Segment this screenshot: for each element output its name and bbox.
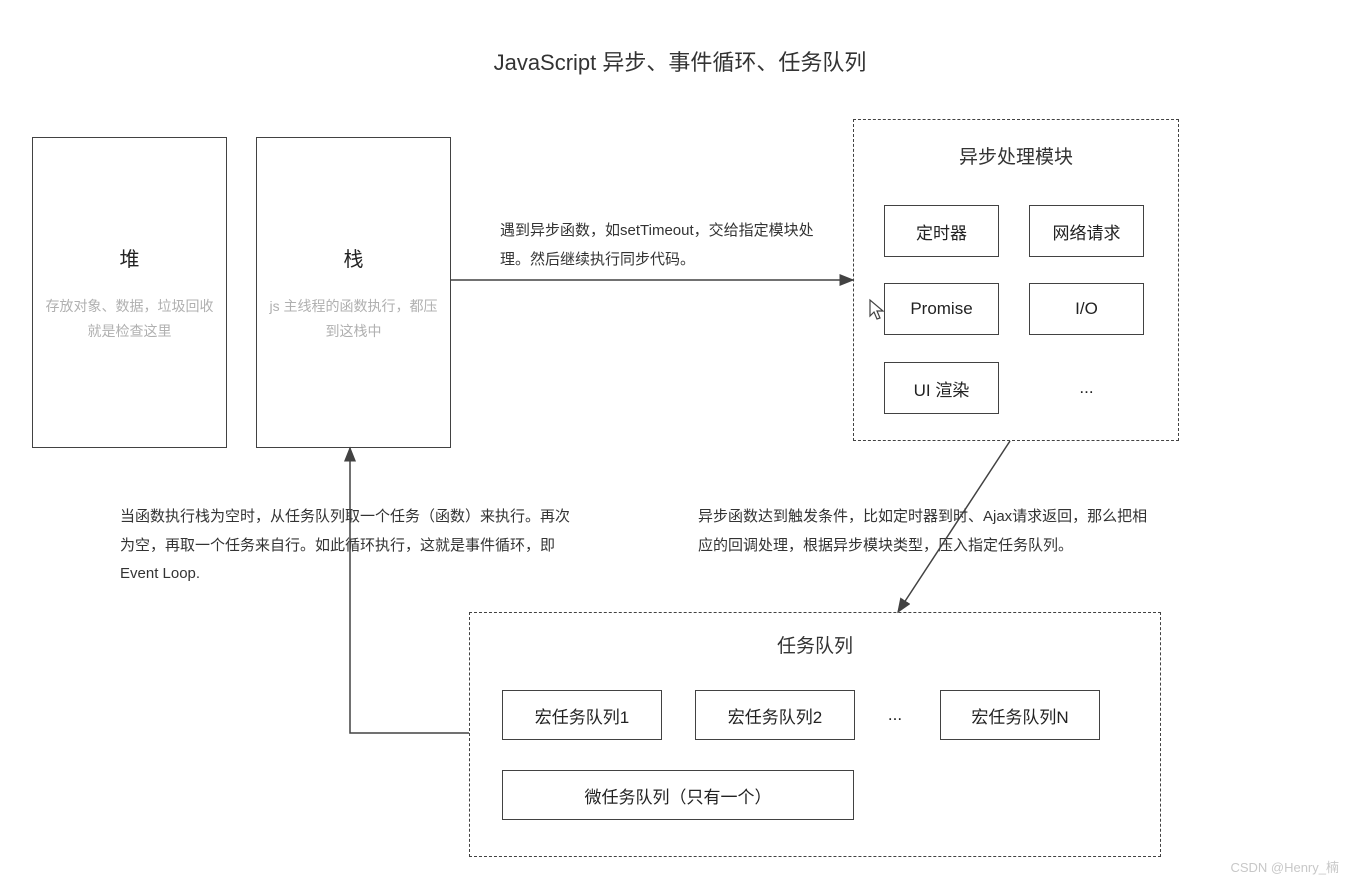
stack-desc: js 主线程的函数执行，都压到这栈中 [257, 294, 450, 344]
macro-queue-ellipsis: ... [870, 690, 920, 740]
heap-label: 堆 [33, 243, 226, 272]
task-queue-label: 任务队列 [470, 631, 1160, 658]
macro-queue-2: 宏任务队列2 [695, 690, 855, 740]
async-module-label: 异步处理模块 [854, 142, 1178, 169]
micro-queue: 微任务队列（只有一个） [502, 770, 854, 820]
macro-queue-1: 宏任务队列1 [502, 690, 662, 740]
async-item-network: 网络请求 [1029, 205, 1144, 257]
heap-desc: 存放对象、数据，垃圾回收就是检查这里 [33, 294, 226, 344]
async-item-ellipsis: ... [1029, 362, 1144, 414]
async-item-io: I/O [1029, 283, 1144, 335]
async-item-ui-render: UI 渲染 [884, 362, 999, 414]
cursor-icon [868, 298, 886, 322]
heap-box: 堆 存放对象、数据，垃圾回收就是检查这里 [32, 137, 227, 448]
arrow-queue-to-stack [350, 448, 469, 733]
diagram-title: JavaScript 异步、事件循环、任务队列 [430, 45, 930, 77]
async-item-promise: Promise [884, 283, 999, 335]
annotation-queue-to-stack: 当函数执行栈为空时，从任务队列取一个任务（函数）来执行。再次为空，再取一个任务来… [120, 503, 575, 589]
annotation-stack-to-async: 遇到异步函数，如setTimeout，交给指定模块处理。然后继续执行同步代码。 [500, 217, 840, 274]
macro-queue-n: 宏任务队列N [940, 690, 1100, 740]
watermark: CSDN @Henry_楠 [1230, 857, 1339, 876]
annotation-async-to-queue: 异步函数达到触发条件，比如定时器到时、Ajax请求返回，那么把相应的回调处理，根… [698, 503, 1153, 560]
stack-label: 栈 [257, 243, 450, 272]
async-item-timer: 定时器 [884, 205, 999, 257]
stack-box: 栈 js 主线程的函数执行，都压到这栈中 [256, 137, 451, 448]
